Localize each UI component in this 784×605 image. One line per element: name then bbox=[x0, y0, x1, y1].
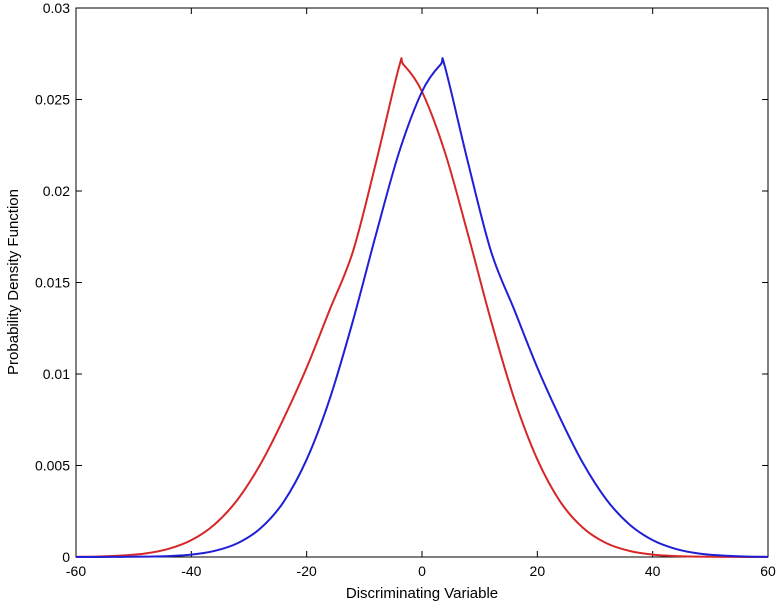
series-line-red bbox=[75, 57, 769, 559]
y-tick-label: 0.015 bbox=[35, 275, 70, 291]
y-tick-label: 0.01 bbox=[43, 366, 70, 382]
y-tick-label: 0.025 bbox=[35, 92, 70, 108]
x-tick-label: 60 bbox=[760, 563, 776, 579]
x-tick-label: -20 bbox=[297, 563, 317, 579]
series-group bbox=[75, 57, 769, 559]
series-line-blue bbox=[75, 57, 769, 559]
x-tick-label: -40 bbox=[181, 563, 201, 579]
y-axis-label: Probability Density Function bbox=[5, 189, 22, 375]
tick-labels: -60 -40 -20 0 20 40 60 0 0.005 0.01 0.015 0.02 0.025… bbox=[35, 0, 776, 579]
x-tick-label: 40 bbox=[645, 563, 661, 579]
y-tick-label: 0.005 bbox=[35, 458, 70, 474]
x-tick-label: 0 bbox=[418, 563, 426, 579]
x-tick-label: -60 bbox=[66, 563, 86, 579]
x-tick-label: 20 bbox=[530, 563, 546, 579]
x-axis-label: Discriminating Variable bbox=[346, 585, 498, 602]
y-tick-label: 0 bbox=[62, 549, 70, 565]
y-tick-label: 0.03 bbox=[43, 0, 70, 16]
y-tick-label: 0.02 bbox=[43, 183, 70, 199]
